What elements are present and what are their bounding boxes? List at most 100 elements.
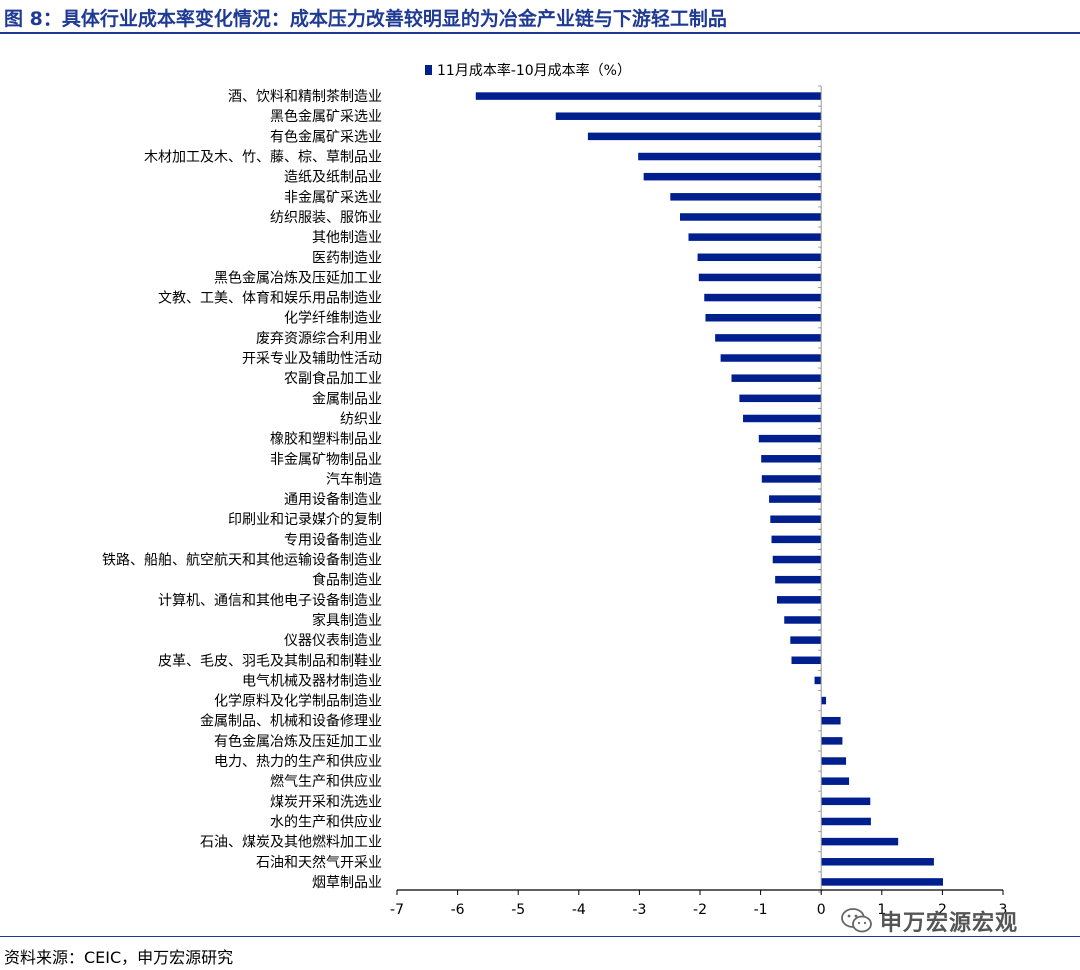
bar-32 bbox=[821, 737, 843, 745]
category-label-38: 石油和天然气开采业 bbox=[256, 854, 382, 871]
category-label-20: 通用设备制造业 bbox=[284, 491, 382, 508]
category-label-8: 医药制造业 bbox=[312, 250, 382, 266]
x-tick-label: 0 bbox=[817, 902, 826, 918]
x-tick-label: -5 bbox=[511, 902, 525, 918]
bar-12 bbox=[715, 334, 822, 342]
bar-23 bbox=[772, 555, 822, 564]
bar-2 bbox=[587, 132, 822, 141]
bar-22 bbox=[771, 535, 822, 544]
category-label-10: 文教、工美、体育和娱乐用品制造业 bbox=[158, 291, 382, 307]
bar-24 bbox=[775, 575, 822, 584]
category-label-31: 金属制品、机械和设备修理业 bbox=[200, 713, 382, 730]
bar-35 bbox=[821, 797, 871, 806]
category-label-4: 造纸及纸制品业 bbox=[284, 170, 382, 186]
category-label-21: 印刷业和记录媒介的复制 bbox=[228, 511, 382, 528]
legend-label: 11月成本率-10月成本率（%） bbox=[437, 62, 631, 79]
x-tick-label: -1 bbox=[754, 902, 768, 918]
wechat-icon bbox=[841, 908, 872, 933]
category-label-35: 煤炭开采和洗选业 bbox=[270, 794, 382, 810]
category-label-19: 汽车制造 bbox=[326, 471, 382, 488]
category-label-24: 食品制造业 bbox=[312, 572, 382, 589]
axes: -7 -6 -5 -4 -3 -2 -1 0 1 2 3 bbox=[390, 85, 1008, 918]
bar-27 bbox=[790, 636, 822, 644]
bar-5 bbox=[670, 193, 822, 201]
category-label-27: 仪器仪表制造业 bbox=[284, 633, 382, 649]
category-label-29: 电气机械及器材制造业 bbox=[242, 673, 382, 689]
x-tick-label: -2 bbox=[693, 902, 707, 918]
x-tick-label: 3 bbox=[999, 902, 1008, 918]
bar-21 bbox=[770, 515, 822, 523]
bar-11 bbox=[705, 313, 822, 322]
category-label-0: 酒、饮料和精制茶制造业 bbox=[228, 89, 382, 105]
category-label-16: 纺织业 bbox=[340, 411, 382, 427]
bar-1 bbox=[555, 112, 822, 120]
category-label-32: 有色金属冶炼及压延加工业 bbox=[214, 733, 382, 750]
bar-18 bbox=[761, 455, 822, 463]
bar-19 bbox=[761, 475, 822, 483]
x-tick-label: -4 bbox=[572, 902, 586, 918]
category-label-3: 木材加工及木、竹、藤、棕、草制品业 bbox=[144, 150, 382, 166]
bar-0 bbox=[475, 92, 822, 100]
bar-16 bbox=[743, 414, 822, 423]
watermark-text: 申万宏源宏观 bbox=[880, 911, 1019, 936]
bar-13 bbox=[720, 354, 822, 362]
category-label-11: 化学纤维制造业 bbox=[284, 311, 382, 327]
source-note: 资料来源：CEIC，申万宏源研究 bbox=[4, 948, 234, 967]
category-label-5: 非金属矿采选业 bbox=[284, 190, 382, 206]
category-label-13: 开采专业及辅助性活动 bbox=[242, 351, 382, 367]
x-tick-label: -6 bbox=[451, 902, 465, 918]
category-label-22: 专用设备制造业 bbox=[284, 531, 382, 548]
category-label-30: 化学原料及化学制品制造业 bbox=[214, 694, 382, 710]
bar-14 bbox=[731, 374, 822, 382]
bar-9 bbox=[698, 273, 822, 282]
bar-20 bbox=[769, 495, 822, 503]
x-tick-label: 1 bbox=[877, 902, 886, 918]
category-labels: 酒、饮料和精制茶制造业黑色金属矿采选业有色金属矿采选业木材加工及木、竹、藤、棕、… bbox=[102, 89, 382, 891]
category-label-7: 其他制造业 bbox=[312, 230, 382, 246]
category-label-28: 皮革、毛皮、羽毛及其制品和制鞋业 bbox=[158, 653, 382, 669]
category-label-9: 黑色金属冶炼及压延加工业 bbox=[214, 269, 382, 286]
bar-36 bbox=[821, 817, 871, 826]
category-label-18: 非金属矿物制品业 bbox=[270, 452, 382, 468]
bar-38 bbox=[821, 858, 934, 866]
bar-31 bbox=[821, 716, 841, 725]
figure-title: 图 8：具体行业成本率变化情况：成本压力改善较明显的为冶金产业链与下游轻工制品 bbox=[4, 8, 727, 30]
bar-10 bbox=[704, 293, 822, 302]
category-label-33: 电力、热力的生产和供应业 bbox=[214, 753, 382, 770]
category-label-1: 黑色金属矿采选业 bbox=[270, 108, 382, 125]
bar-26 bbox=[784, 616, 822, 624]
category-label-25: 计算机、通信和其他电子设备制造业 bbox=[158, 592, 382, 609]
category-label-26: 家具制造业 bbox=[312, 612, 382, 629]
bar-25 bbox=[776, 596, 822, 604]
category-label-34: 燃气生产和供应业 bbox=[270, 773, 382, 790]
bar-15 bbox=[739, 394, 822, 403]
bar-chart: 11月成本率-10月成本率（%） 酒、饮料和精制茶制造业黑色金属矿采选业有色金属… bbox=[102, 62, 1008, 918]
category-label-6: 纺织服装、服饰业 bbox=[270, 210, 382, 226]
category-label-12: 废弃资源综合利用业 bbox=[256, 331, 382, 347]
category-label-15: 金属制品业 bbox=[312, 391, 382, 407]
bar-37 bbox=[821, 837, 899, 846]
bar-29 bbox=[814, 676, 822, 685]
category-label-39: 烟草制品业 bbox=[312, 875, 382, 891]
category-label-14: 农副食品加工业 bbox=[284, 370, 382, 387]
category-label-23: 铁路、船舶、航空航天和其他运输设备制造业 bbox=[102, 552, 382, 569]
x-tick-label: -7 bbox=[390, 902, 404, 918]
category-label-17: 橡胶和塑料制品业 bbox=[270, 431, 382, 448]
x-tick-label: 2 bbox=[938, 902, 947, 918]
bar-28 bbox=[791, 656, 822, 665]
bar-3 bbox=[638, 152, 822, 161]
bar-8 bbox=[697, 253, 822, 262]
watermark: 申万宏源宏观 bbox=[840, 905, 1018, 937]
bar-30 bbox=[821, 696, 827, 705]
bar-6 bbox=[680, 213, 822, 221]
bar-33 bbox=[821, 757, 847, 765]
bar-34 bbox=[821, 777, 850, 785]
legend: 11月成本率-10月成本率（%） bbox=[425, 62, 631, 79]
bar-7 bbox=[688, 233, 822, 241]
bars-group bbox=[475, 92, 944, 886]
footer-divider bbox=[0, 936, 1080, 937]
category-label-37: 石油、煤炭及其他燃料加工业 bbox=[200, 834, 382, 851]
bar-39 bbox=[821, 878, 944, 886]
category-label-36: 水的生产和供应业 bbox=[270, 813, 382, 830]
bar-4 bbox=[643, 172, 822, 181]
